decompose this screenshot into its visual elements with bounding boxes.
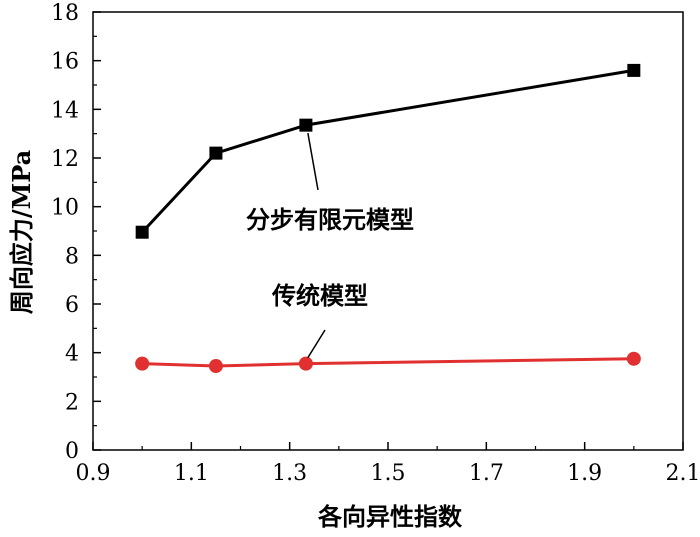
- y-tick-label: 8: [65, 244, 79, 269]
- data-point-square: [627, 64, 640, 77]
- data-point-square: [209, 147, 222, 160]
- x-tick-label: 1.5: [371, 461, 406, 486]
- y-tick-label: 12: [51, 147, 79, 172]
- y-tick-label: 6: [65, 293, 79, 318]
- data-point-circle: [627, 352, 641, 366]
- x-tick-label: 1.7: [469, 461, 504, 486]
- x-tick-label: 1.3: [272, 461, 307, 486]
- y-tick-label: 16: [51, 50, 79, 75]
- data-point-circle: [299, 357, 313, 371]
- x-axis-title: 各向异性指数: [317, 502, 463, 531]
- data-point-circle: [209, 359, 223, 373]
- annotation-label: 分步有限元模型: [246, 205, 414, 234]
- y-tick-label: 18: [51, 1, 79, 26]
- data-point-square: [136, 226, 149, 239]
- y-axis-title: 周向应力/MPa: [7, 150, 36, 314]
- x-tick-label: 0.9: [76, 461, 111, 486]
- y-tick-label: 2: [65, 390, 79, 415]
- y-tick-label: 0: [65, 439, 79, 464]
- x-tick-label: 1.9: [567, 461, 602, 486]
- data-point-square: [299, 119, 312, 132]
- axes: 0.9 1.1 1.3 1.5 1.7 1.9 2.1 0 2 4 6 8 10 12 14 16 18: [51, 1, 700, 486]
- x-tick-label: 1.1: [174, 461, 209, 486]
- y-tick-label: 14: [51, 98, 79, 123]
- y-tick-label: 4: [65, 342, 79, 367]
- x-tick-label: 2.1: [666, 461, 700, 486]
- series-1: [135, 352, 641, 373]
- annotation-label: 传统模型: [271, 281, 368, 310]
- y-tick-label: 10: [51, 196, 79, 221]
- annotation-leader-line: [308, 133, 318, 190]
- annotation-leader-line: [308, 330, 325, 358]
- data-point-circle: [135, 357, 149, 371]
